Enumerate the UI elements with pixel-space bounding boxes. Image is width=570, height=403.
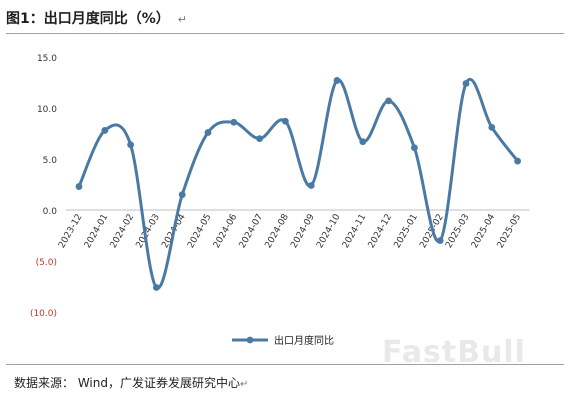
data-point	[436, 237, 444, 245]
x-tick-label: 2024-05	[186, 213, 213, 251]
legend-marker	[246, 336, 254, 344]
y-tick-label: 10.0	[37, 105, 57, 115]
x-tick-label: 2024-10	[315, 212, 343, 250]
data-point	[307, 182, 315, 189]
data-point	[488, 123, 496, 131]
y-tick-label: 5.0	[43, 156, 58, 166]
series-line	[77, 78, 519, 290]
x-tick-label: 2024-06	[212, 212, 240, 250]
data-point	[178, 191, 186, 199]
y-tick-label: 15.0	[37, 54, 57, 64]
data-point	[385, 97, 392, 105]
data-point	[230, 118, 238, 126]
source-divider	[6, 364, 564, 365]
legend-label: 出口月度同比	[274, 334, 334, 347]
data-point	[75, 183, 83, 190]
data-point	[256, 135, 263, 142]
x-tick-label: 2024-02	[109, 213, 136, 251]
x-tick-label: 2025-03	[444, 213, 471, 251]
line-chart: 15.010.05.00.0(5.0)(10.0)2023-122024-012…	[30, 54, 530, 347]
data-point	[333, 77, 341, 84]
x-tick-label: 2025-01	[393, 213, 420, 251]
data-point	[411, 144, 418, 152]
x-tick-label: 2024-07	[238, 213, 265, 251]
data-point	[462, 80, 470, 87]
data-point	[359, 138, 367, 146]
x-tick-label: 2025-04	[470, 212, 498, 250]
figure-title-text: 图1：出口月度同比（%）	[6, 11, 170, 27]
x-tick-label: 2024-01	[83, 213, 110, 251]
source-text: 数据来源： Wind，广发证券发展研究中心	[14, 376, 240, 390]
data-point	[127, 141, 134, 149]
source-note: 数据来源： Wind，广发证券发展研究中心↵	[14, 374, 374, 391]
x-tick-label: 2024-09	[289, 212, 317, 250]
data-point	[204, 129, 212, 136]
paragraph-mark-icon: ↵	[177, 13, 187, 26]
x-tick-label: 2025-05	[496, 213, 523, 251]
title-divider	[6, 33, 564, 34]
x-tick-label: 2024-11	[341, 213, 368, 251]
data-point	[101, 127, 109, 134]
y-tick-label: (5.0)	[36, 258, 57, 268]
y-tick-label: 0.0	[43, 207, 58, 217]
paragraph-mark-icon: ↵	[239, 379, 249, 390]
x-tick-label: 2024-08	[264, 212, 292, 250]
figure-title: 图1：出口月度同比（%） ↵	[6, 6, 336, 32]
data-point	[153, 284, 160, 291]
x-tick-label: 2023-12	[57, 213, 84, 251]
y-tick-label: (10.0)	[30, 309, 57, 319]
data-point	[514, 157, 521, 165]
x-tick-label: 2024-12	[367, 213, 394, 251]
data-point	[282, 117, 289, 125]
x-tick-label: 2024-03	[135, 213, 162, 251]
